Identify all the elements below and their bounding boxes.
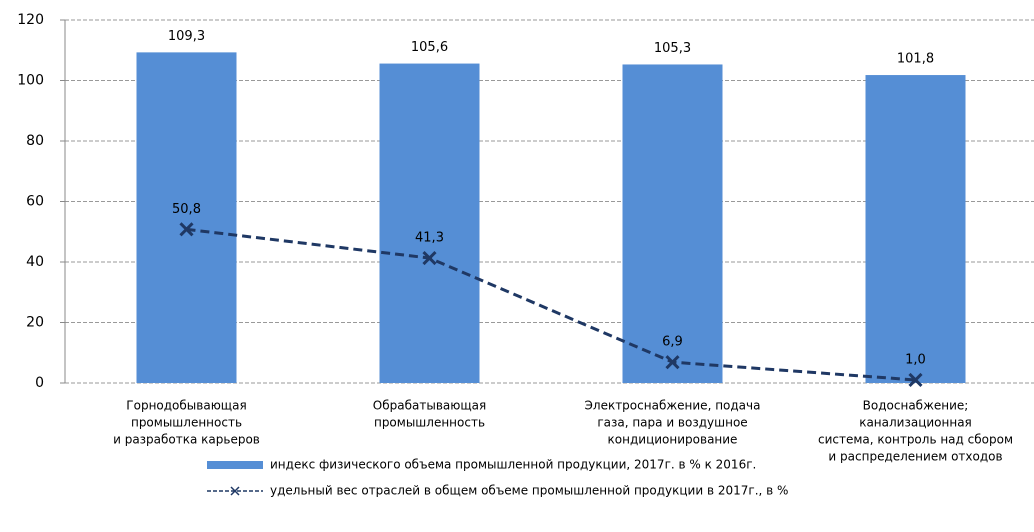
y-tick-label: 120 xyxy=(17,12,44,28)
legend-marker xyxy=(230,486,240,496)
legend-swatch xyxy=(207,461,263,469)
x-tick-label: система, контроль над сбором xyxy=(818,433,1013,447)
x-tick-label: промышленность xyxy=(131,416,242,430)
data-label: 1,0 xyxy=(905,352,926,367)
x-tick-label: и распределением отходов xyxy=(828,450,1002,464)
x-tick-label: промышленность xyxy=(374,416,485,430)
marker xyxy=(665,355,680,370)
x-tick-label: канализационная xyxy=(859,416,972,430)
bar xyxy=(865,75,966,384)
y-tick-label: 100 xyxy=(17,73,44,89)
data-label: 105,3 xyxy=(654,41,691,56)
marker xyxy=(179,222,194,237)
data-label: 109,3 xyxy=(168,29,205,44)
data-label: 105,6 xyxy=(411,40,448,55)
x-tick-label: Обрабатывающая xyxy=(373,399,486,413)
bar xyxy=(379,63,480,384)
x-tick-label: Водоснабжение; xyxy=(863,399,969,413)
y-tick-label: 0 xyxy=(35,375,44,391)
marker xyxy=(908,372,923,388)
y-tick-label: 60 xyxy=(26,194,44,210)
x-tick-label: кондиционирование xyxy=(608,433,738,447)
x-tick-label: Горнодобывающая xyxy=(126,399,246,413)
bar xyxy=(136,52,237,384)
marker xyxy=(422,251,437,266)
legend-label: удельный вес отраслей в общем объеме про… xyxy=(270,484,788,498)
x-tick-label: газа, пара и воздушное xyxy=(597,416,747,430)
data-label: 50,8 xyxy=(172,202,201,217)
data-label: 101,8 xyxy=(897,52,934,67)
data-label: 6,9 xyxy=(662,335,683,350)
bar xyxy=(622,64,723,383)
x-tick-label: Электроснабжение, подача xyxy=(585,399,761,413)
y-tick-label: 20 xyxy=(26,315,44,331)
y-tick-label: 80 xyxy=(26,133,44,149)
x-tick-label: и разработка карьеров xyxy=(113,433,260,447)
y-tick-label: 40 xyxy=(26,254,44,270)
line xyxy=(186,227,916,382)
legend-label: индекс физического объема промышленной п… xyxy=(270,458,756,472)
data-label: 41,3 xyxy=(415,231,444,246)
